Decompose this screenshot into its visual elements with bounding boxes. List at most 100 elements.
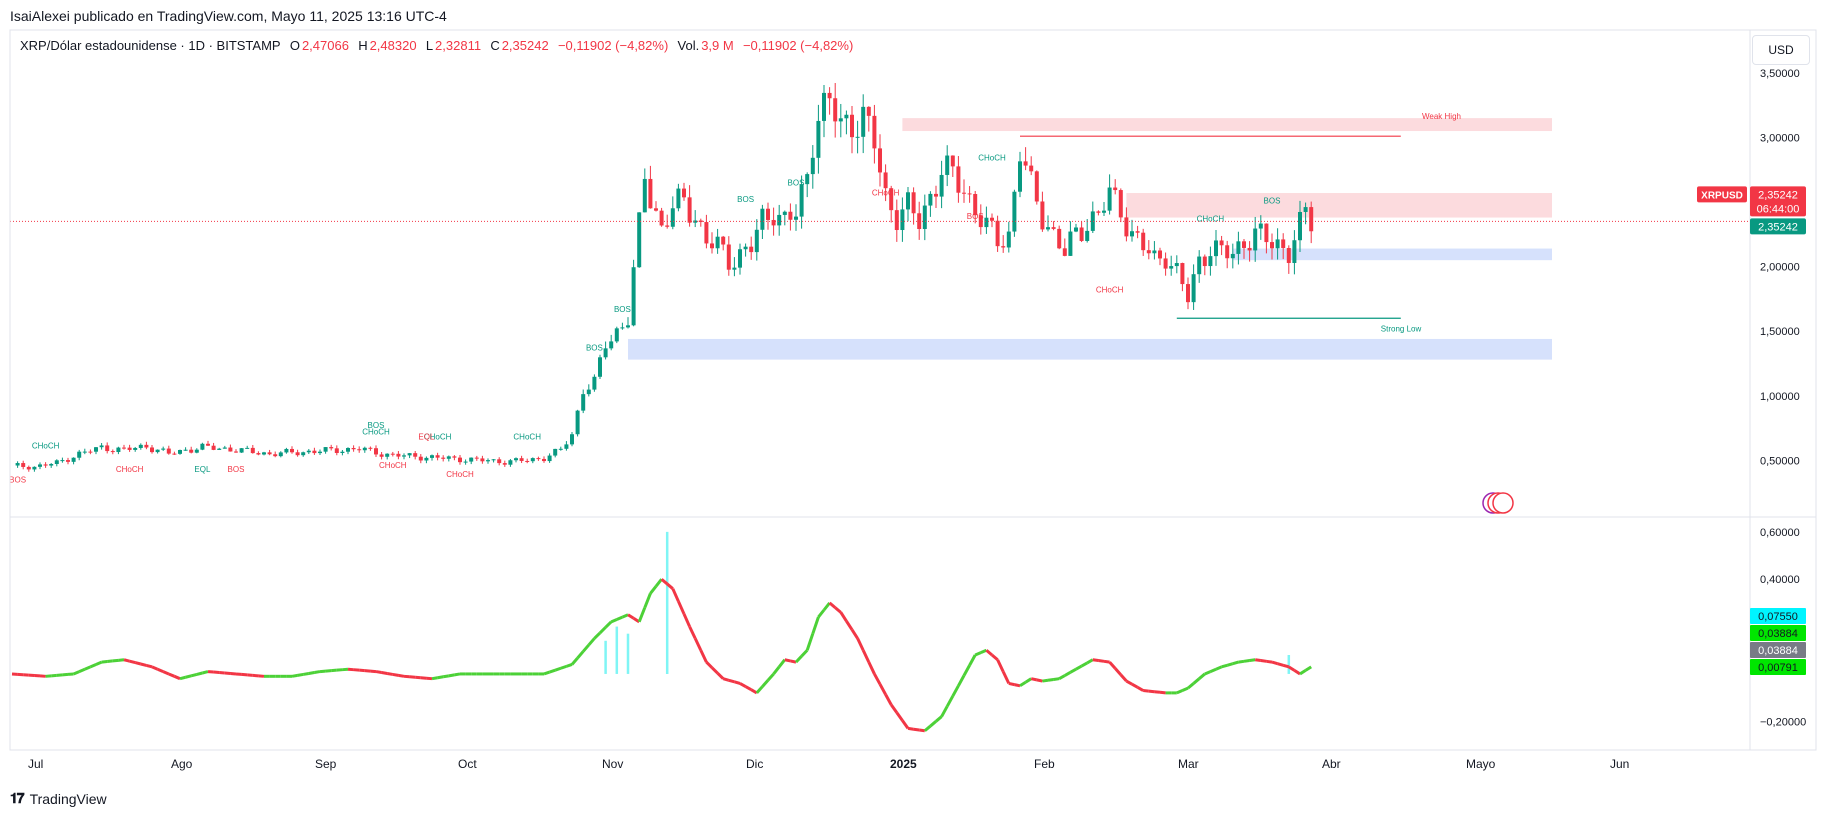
candle-body [687,197,692,223]
candle-body [1214,240,1218,257]
time-tick-label: Abr [1322,757,1341,771]
last-price-tag [1750,218,1806,235]
structure-label: CHoCH [1096,285,1124,294]
candle-body [530,458,535,462]
footer-brand[interactable]: TradingView [29,790,107,807]
oscillator-segment [996,659,1005,673]
candle-body [368,447,373,449]
oscillator-segment [805,633,815,651]
candle-body [810,157,815,175]
candle-body [206,443,210,446]
candle-body [172,453,177,455]
candle-body [306,450,311,453]
candle-body [743,246,748,250]
candle-body [446,456,451,459]
candle-body [222,447,227,449]
candle-body [1118,190,1123,218]
oscillator-segment [1198,672,1206,680]
candle-body [805,174,810,185]
oscillator-segment [945,695,955,708]
oscillator-segment [1143,689,1149,693]
oscillator-segment [123,658,130,663]
zone-label: Weak High [1422,112,1461,121]
structure-label: BOS [9,475,26,484]
candle-body [631,267,636,326]
candle-body [71,457,76,462]
candle-body [1124,217,1129,237]
currency-button[interactable]: USD [1752,35,1810,65]
price-tick-label: 3,50000 [1760,68,1800,80]
supply-zone [902,118,1552,132]
candle-body [256,453,261,455]
candle-body [1191,274,1196,303]
demand-zone [628,338,1552,360]
candle-body [1051,227,1056,229]
osc-tick-label: 0,60000 [1760,527,1800,539]
oscillator-segment [654,578,663,588]
oscillator-segment [95,660,103,666]
oscillator-segment [1243,659,1250,663]
oscillator-segment [688,625,697,640]
oscillator-segment [699,649,708,663]
candle-body [94,447,98,452]
candle-body [1219,240,1224,246]
oscillator-segment [437,675,444,680]
candle-body [424,457,429,461]
candle-body [161,448,166,450]
oscillator-segment [666,582,674,590]
candle-body [116,447,121,453]
candle-body [150,447,154,453]
candle-body [799,184,804,217]
oscillator-segment [968,654,977,666]
oscillator-segment [1019,680,1027,688]
oscillator-segment [772,665,781,675]
candle-body [234,451,238,453]
candle-body [1046,227,1050,230]
high-label: H [358,38,368,53]
oscillator-segment [845,620,854,631]
structure-label: CHoCH [116,465,144,474]
candle-body [1253,228,1258,251]
symbol-name[interactable]: XRP/Dólar estadounidense · 1D · BITSTAMP [20,38,281,53]
candle-body [642,178,647,213]
oscillator-segment [1131,682,1139,689]
candle-body [329,447,334,449]
oscillator-segment [297,672,304,677]
price-tick-label: 1,50000 [1760,326,1800,338]
oscillator-segment [693,637,703,651]
structure-label: CHoCH [446,470,474,479]
candle-body [670,208,675,227]
candle-body [553,448,558,456]
price-tick-label: 1,00000 [1760,391,1800,403]
candle-body [558,448,563,450]
oscillator-segment [84,665,91,671]
candle-body [738,249,742,268]
candle-body [1169,266,1174,269]
candle-body [82,451,87,453]
candle-body [144,444,149,448]
candle-body [66,460,70,462]
candle-body [362,447,367,451]
footer: 𝟏𝟕 TradingView [10,790,107,807]
candle-body [861,106,866,137]
oscillator-segment [1204,670,1211,676]
candle-body [995,220,1000,247]
oscillator-segment [750,688,758,695]
candle-body [934,193,938,197]
oscillator-segment [878,683,887,696]
oscillator-segment [733,680,741,685]
oscillator-segment [822,601,831,611]
candle-body [575,410,580,435]
candle-body [838,118,843,122]
oscillator-segment [766,672,775,682]
candle-body [682,188,686,198]
candle-body [49,463,54,466]
osc-value-label: 0,00791 [1758,662,1798,674]
candle-body [782,211,787,215]
candle-body [1298,211,1302,241]
oscillator-segment [1092,658,1099,663]
oscillator-segment [1036,678,1043,683]
candle-body [1135,231,1140,233]
